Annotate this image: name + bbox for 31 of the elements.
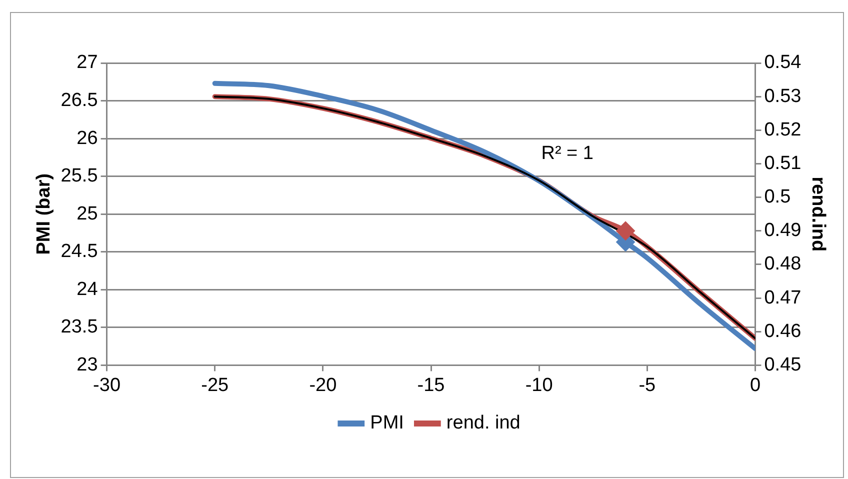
y-tick-label: 27 bbox=[76, 52, 98, 74]
y-tick-label: 23 bbox=[76, 354, 98, 376]
y2-tick-label: 0.48 bbox=[764, 254, 802, 275]
x-tick-label: -10 bbox=[525, 374, 553, 396]
y2-tick-label: 0.5 bbox=[764, 186, 791, 208]
y2-tick-label: 0.45 bbox=[764, 354, 802, 376]
y2-tick-label: 0.49 bbox=[764, 220, 802, 242]
x-tick-label: 0 bbox=[750, 374, 761, 396]
y-tick-label: 23.5 bbox=[60, 316, 98, 338]
y-tick-label: 25.5 bbox=[60, 166, 98, 187]
y2-tick-label: 0.51 bbox=[764, 152, 802, 174]
y-axis-title: PMI (bar) bbox=[34, 173, 55, 255]
y2-tick-label: 0.47 bbox=[764, 287, 802, 308]
x-tick-label: -25 bbox=[201, 374, 229, 396]
legend-label: rend. ind bbox=[446, 412, 520, 434]
x-tick-label: -30 bbox=[93, 374, 121, 396]
legend-label: PMI bbox=[370, 412, 404, 434]
y2-axis-title: rend.ind bbox=[807, 176, 828, 252]
y2-tick-label: 0.54 bbox=[764, 52, 802, 74]
x-tick-label: -5 bbox=[638, 374, 656, 396]
x-tick-label: -20 bbox=[309, 374, 337, 396]
y2-tick-label: 0.53 bbox=[764, 86, 802, 107]
y-tick-label: 25 bbox=[76, 203, 98, 224]
y-tick-label: 24 bbox=[76, 278, 98, 300]
y-tick-label: 26.5 bbox=[60, 90, 98, 112]
y2-tick-label: 0.46 bbox=[764, 320, 802, 342]
x-tick-label: -15 bbox=[417, 374, 445, 396]
annotation: R² = 1 bbox=[541, 142, 594, 164]
y-tick-label: 26 bbox=[76, 128, 98, 149]
y-tick-label: 24.5 bbox=[60, 241, 98, 262]
y2-tick-label: 0.52 bbox=[764, 119, 802, 140]
